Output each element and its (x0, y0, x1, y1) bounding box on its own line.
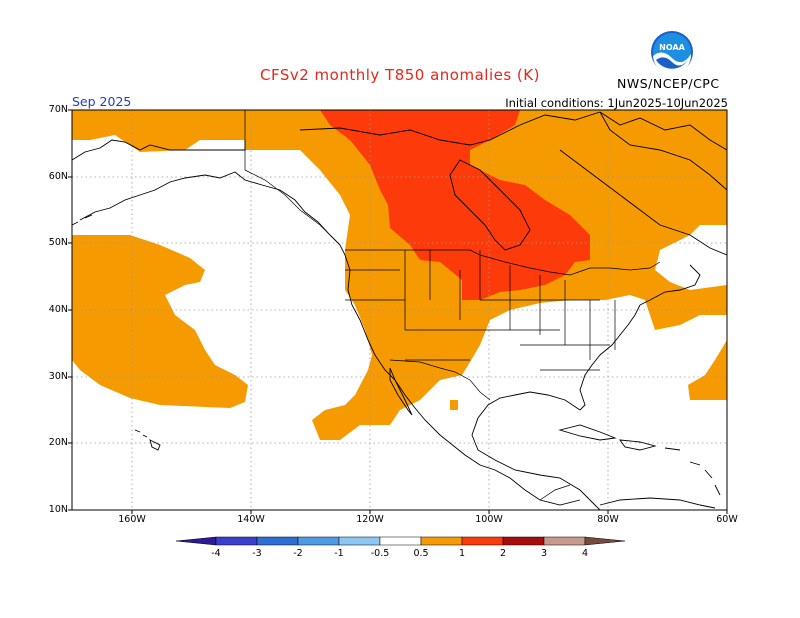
political-boundaries (244, 110, 661, 501)
lat-label: 60N (48, 171, 68, 182)
colorbar: -4 -3 -2 -1 -0.5 0.5 1 2 3 4 (175, 536, 626, 559)
colorbar-label: 4 (582, 548, 588, 559)
colorbar-swatch-1-2 (461, 536, 504, 546)
colorbar-label: -0.5 (371, 548, 390, 559)
colorbar-swatch-m1-m05 (338, 536, 381, 546)
colorbar-swatch-3-4 (543, 536, 586, 546)
colorbar-label: 2 (500, 548, 506, 559)
lon-label: 80W (597, 514, 619, 525)
colorbar-label: -1 (334, 548, 343, 559)
lon-label: 60W (716, 514, 738, 525)
anomaly-fields (72, 110, 727, 440)
agency-label: NWS/NCEP/CPC (617, 76, 720, 91)
colorbar-swatch-m4-m3 (215, 536, 258, 546)
colorbar-swatch-2-3 (502, 536, 545, 546)
lat-label: 20N (48, 437, 68, 448)
lon-label: 140W (237, 514, 265, 525)
forecast-month: Sep 2025 (72, 94, 132, 109)
anomaly-red-central (320, 110, 590, 300)
lat-label: 10N (48, 504, 68, 515)
colorbar-label: 1 (459, 548, 465, 559)
colorbar-swatch-neutral (379, 536, 422, 546)
colorbar-swatch-05-1 (420, 536, 463, 546)
colorbar-swatch-m3-m2 (256, 536, 299, 546)
colorbar-label: -4 (211, 548, 220, 559)
graticule (72, 110, 727, 510)
colorbar-label: 3 (541, 548, 547, 559)
lon-label: 100W (475, 514, 503, 525)
colorbar-swatch-m2-m1 (297, 536, 340, 546)
anomaly-orange-north (72, 110, 727, 440)
lat-label: 70N (48, 104, 68, 115)
map-title: CFSv2 monthly T850 anomalies (K) (260, 66, 540, 84)
lat-label: 40N (48, 304, 68, 315)
colorbar-swatch-high-arrow (584, 536, 626, 546)
noaa-logo-icon: NOAA (651, 31, 693, 74)
lat-label: 30N (48, 371, 68, 382)
anomaly-orange-gulf-spot (450, 400, 458, 410)
colorbar-label: 0.5 (413, 548, 428, 559)
colorbar-label: -2 (293, 548, 302, 559)
anomaly-orange-pacific (72, 235, 248, 408)
anomaly-orange-atlantic (688, 340, 727, 400)
svg-text:NOAA: NOAA (659, 43, 685, 52)
initial-conditions: Initial conditions: 1Jun2025-10Jun2025 (505, 96, 728, 110)
colorbar-swatch-low-arrow (175, 536, 217, 546)
coastlines (71, 111, 728, 511)
lon-label: 160W (118, 514, 146, 525)
colorbar-label: -3 (252, 548, 261, 559)
lon-label: 120W (356, 514, 384, 525)
lat-label: 50N (48, 237, 68, 248)
